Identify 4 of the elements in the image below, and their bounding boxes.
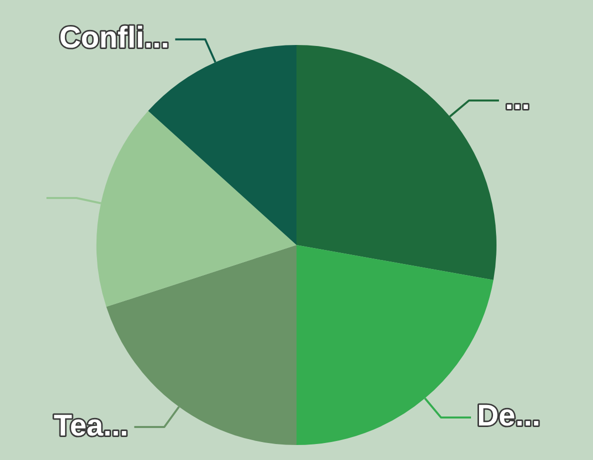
slice-label: ... — [504, 82, 530, 116]
slice-label: Tea... — [54, 409, 128, 442]
slice-label: Confli... — [59, 22, 170, 55]
slice-label: De... — [477, 400, 540, 433]
